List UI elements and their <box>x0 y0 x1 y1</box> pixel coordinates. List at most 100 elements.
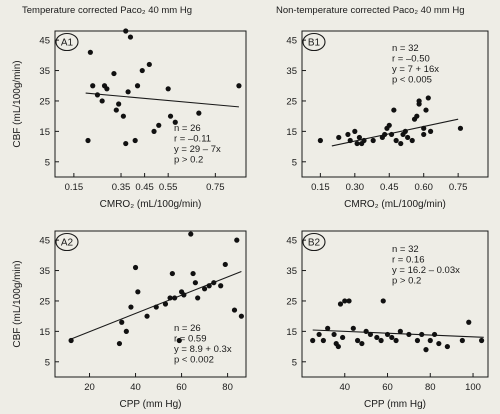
data-point <box>421 125 427 131</box>
panel-tag: A1 <box>61 38 74 49</box>
data-point <box>139 67 145 74</box>
data-point <box>146 61 152 68</box>
x-tick-label: 0.45 <box>135 182 154 193</box>
x-tick-label: 80 <box>222 382 233 393</box>
plot-frame <box>301 30 489 178</box>
data-point <box>165 86 171 92</box>
data-point <box>87 49 93 55</box>
x-tick-label: 80 <box>425 382 436 393</box>
data-point <box>423 107 429 113</box>
data-point <box>378 337 384 344</box>
data-point <box>218 283 224 289</box>
y-tick-label: 5 <box>292 157 297 168</box>
y-tick-label: 25 <box>286 96 297 107</box>
header-right: Non-temperature corrected Paco₂ 40 mm Hg <box>276 5 465 16</box>
data-point <box>419 331 425 338</box>
stat-line: y = 7 + 16x <box>392 64 439 75</box>
x-tick-label: 0.15 <box>311 182 330 193</box>
data-point <box>316 331 322 338</box>
data-point <box>195 295 201 301</box>
x-tick-label: 0.75 <box>449 182 468 193</box>
data-point <box>135 289 141 295</box>
data-point <box>127 34 134 40</box>
data-point <box>436 340 442 347</box>
data-point <box>104 86 110 92</box>
data-point <box>342 298 348 304</box>
x-tick-label: 0.75 <box>206 182 225 193</box>
x-tick-label: 0.30 <box>346 182 365 193</box>
data-point <box>116 340 123 347</box>
y-tick-label: 15 <box>286 327 297 338</box>
data-point <box>393 337 399 344</box>
x-axis-label: CPP (mm Hg) <box>364 399 426 410</box>
regression-line <box>312 329 484 338</box>
panel-b2: 40 60 80 100 5 15 25 35 45 CPP (mm Hg) B2 n = 32r =… <box>286 230 489 410</box>
data-point <box>144 313 150 319</box>
data-point <box>423 347 429 353</box>
stat-line: p > 0.2 <box>174 155 203 166</box>
data-point <box>162 301 169 307</box>
x-tick-label: 0.15 <box>65 182 84 193</box>
data-point <box>176 337 182 344</box>
stat-line: n = 32 <box>392 43 419 54</box>
data-point <box>336 134 342 141</box>
y-tick-label: 15 <box>39 327 50 338</box>
data-point <box>113 107 119 113</box>
data-point <box>402 128 408 134</box>
data-point <box>132 264 139 271</box>
x-axis-label: CMRO₂ (mL/100g/min) <box>344 199 446 210</box>
data-point <box>393 137 399 144</box>
data-point <box>359 340 365 347</box>
data-point <box>172 119 178 125</box>
y-tick-label: 5 <box>45 357 50 368</box>
data-point <box>231 307 238 313</box>
stat-line: p < 0.002 <box>174 355 214 366</box>
data-point <box>196 110 202 116</box>
data-point <box>317 137 323 144</box>
stat-line: p > 0.2 <box>392 276 421 287</box>
x-axis-label: CMRO₂ (mL/100g/min) <box>100 199 202 210</box>
data-point <box>431 331 438 338</box>
data-point <box>222 261 228 268</box>
data-point <box>354 337 361 344</box>
y-tick-label: 15 <box>286 127 297 138</box>
y-tick-label: 25 <box>286 296 297 307</box>
data-point <box>337 301 344 307</box>
data-point <box>427 128 434 134</box>
data-point <box>188 231 194 237</box>
data-point <box>123 328 129 334</box>
y-tick-label: 35 <box>39 66 50 77</box>
plot-frame <box>301 230 489 378</box>
panel-tag-circle <box>302 32 326 52</box>
data-point <box>123 28 129 34</box>
data-point <box>409 137 415 144</box>
y-tick-label: 15 <box>39 127 50 138</box>
regression-line <box>85 92 239 108</box>
stat-line: y = 29 – 7x <box>174 144 221 155</box>
data-point <box>132 137 138 144</box>
y-tick-label: 45 <box>39 36 50 47</box>
y-tick-label: 45 <box>286 236 297 247</box>
data-point <box>459 337 465 344</box>
data-point <box>427 337 433 344</box>
data-point <box>134 83 141 89</box>
data-point <box>398 140 404 147</box>
data-point <box>406 331 412 338</box>
panel-b1: 0.15 0.30 0.45 0.60 0.75 5 15 25 35 45 CMRO₂ (mL/1… <box>286 30 489 210</box>
x-axis-label: CPP (mm Hg) <box>119 399 181 410</box>
data-point <box>94 92 101 98</box>
data-point <box>116 101 122 107</box>
panel-tag: B2 <box>308 238 321 249</box>
stat-line: r = 0.16 <box>392 255 424 266</box>
x-tick-label: 40 <box>339 382 350 393</box>
data-point <box>211 280 217 286</box>
panel-tag: A2 <box>61 238 74 249</box>
data-point <box>85 137 91 144</box>
data-point <box>350 325 356 331</box>
stat-line: n = 26 <box>174 323 201 334</box>
data-point <box>444 343 450 350</box>
y-tick-label: 5 <box>292 357 297 368</box>
data-point <box>354 140 360 147</box>
panel-a2: 20 40 60 80 5 15 25 35 45 CPP (mm Hg) CBF (mL/100g… <box>12 230 247 410</box>
